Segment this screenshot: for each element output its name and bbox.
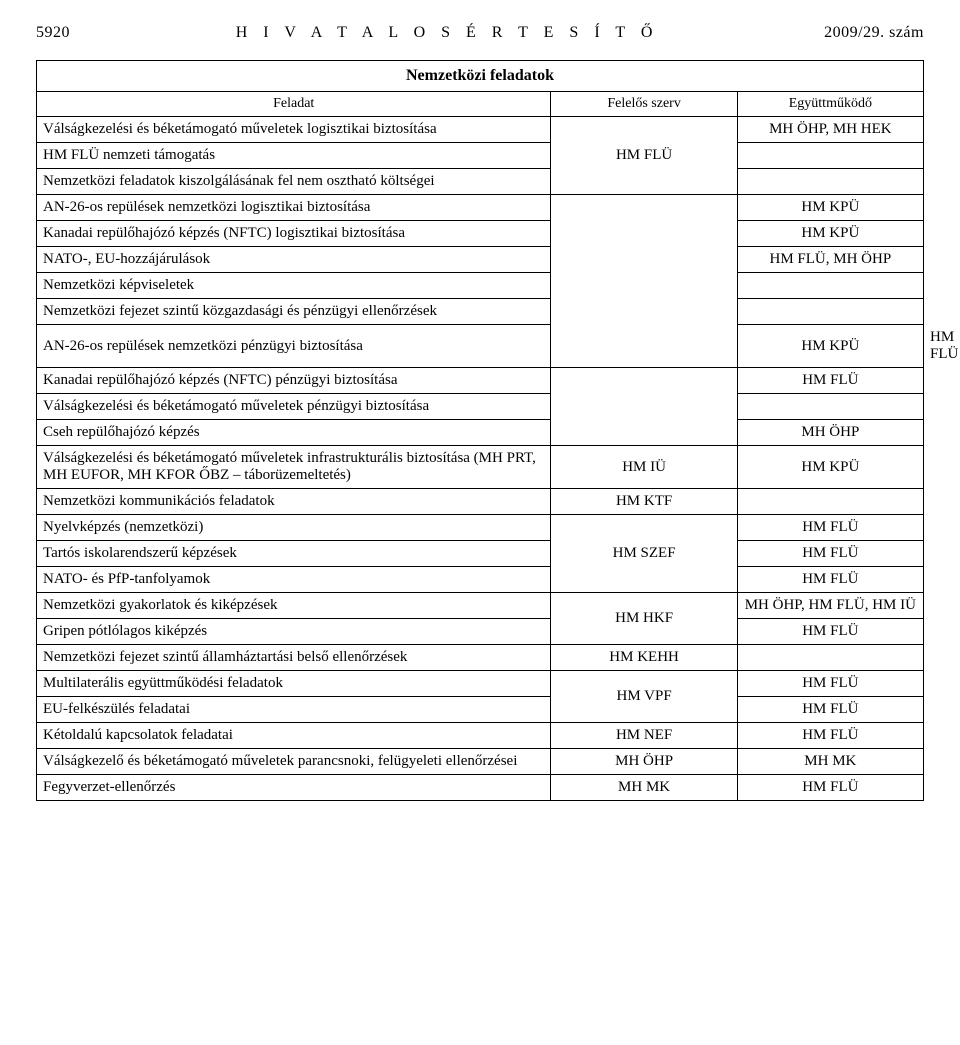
egyuttmukodo-cell	[737, 299, 923, 325]
table-row: Nemzetközi fejezet szintű közgazdasági é…	[37, 299, 924, 325]
felelos-cell: HM IÜ	[551, 446, 737, 489]
table-row: Válságkezelő és béketámogató műveletek p…	[37, 749, 924, 775]
egyuttmukodo-cell: HM FLÜ	[737, 671, 923, 697]
feladat-cell: Tartós iskolarendszerű képzések	[37, 541, 551, 567]
egyuttmukodo-cell: HM FLÜ	[737, 541, 923, 567]
feladat-cell: NATO-, EU-hozzájárulások	[37, 247, 551, 273]
egyuttmukodo-cell: MH ÖHP, MH HEK	[737, 117, 923, 143]
table-row: Multilaterális együttműködési feladatok H…	[37, 671, 924, 697]
table-row: Válságkezelési és béketámogató műveletek…	[37, 117, 924, 143]
table-row: Nemzetközi fejezet szintű államháztartás…	[37, 645, 924, 671]
table-row: NATO- és PfP-tanfolyamok HM FLÜ	[37, 567, 924, 593]
feladat-cell: Nemzetközi gyakorlatok és kiképzések	[37, 593, 551, 619]
table-row: Nemzetközi képviseletek	[37, 273, 924, 299]
felelos-cell: MH ÖHP	[551, 749, 737, 775]
table-row: Tartós iskolarendszerű képzések HM FLÜ	[37, 541, 924, 567]
feladat-cell: Nyelvképzés (nemzetközi)	[37, 515, 551, 541]
felelos-cell: HM VPF	[551, 671, 737, 723]
egyuttmukodo-cell: MH ÖHP	[737, 420, 923, 446]
egyuttmukodo-cell: HM FLÜ	[737, 515, 923, 541]
col-header-feladat: Feladat	[37, 92, 551, 117]
feladatok-table: Nemzetközi feladatok Feladat Felelős sze…	[36, 60, 924, 801]
issue-label: 2009/29. szám	[824, 24, 924, 42]
feladat-cell: Nemzetközi fejezet szintű közgazdasági é…	[37, 299, 551, 325]
feladat-cell: EU-felkészülés feladatai	[37, 697, 551, 723]
feladat-cell: Nemzetközi kommunikációs feladatok	[37, 489, 551, 515]
feladat-cell: Nemzetközi feladatok kiszolgálásának fel…	[37, 169, 551, 195]
table-row: Nyelvképzés (nemzetközi)HM SZEFHM FLÜ	[37, 515, 924, 541]
egyuttmukodo-cell	[737, 273, 923, 299]
table-row: Válságkezelési és béketámogató műveletek…	[37, 394, 924, 420]
egyuttmukodo-cell: HM FLÜ	[737, 567, 923, 593]
egyuttmukodo-cell: MH MK	[737, 749, 923, 775]
feladat-cell: Válságkezelő és béketámogató műveletek p…	[37, 749, 551, 775]
feladat-cell: AN-26-os repülések nemzetközi logisztika…	[37, 195, 551, 221]
feladat-cell: Kétoldalú kapcsolatok feladatai	[37, 723, 551, 749]
egyuttmukodo-cell	[737, 394, 923, 420]
feladat-cell: Fegyverzet-ellenőrzés	[37, 775, 551, 801]
page-number: 5920	[36, 24, 70, 42]
table-row: Gripen pótlólagos kiképzés HM FLÜ	[37, 619, 924, 645]
column-header-row: Feladat Felelős szerv Együttműködő	[37, 92, 924, 117]
felelos-cell: HM KPÜ	[737, 325, 923, 368]
table-row: Nemzetközi gyakorlatok és kiképzésekHM H…	[37, 593, 924, 619]
feladat-cell: Kanadai repülőhajózó képzés (NFTC) pénzü…	[37, 368, 551, 394]
feladat-cell: Gripen pótlólagos kiképzés	[37, 619, 551, 645]
feladat-cell: Multilaterális együttműködési feladatok	[37, 671, 551, 697]
egyuttmukodo-cell: HM FLÜ	[737, 368, 923, 394]
felelos-cell: HM NEF	[551, 723, 737, 749]
feladat-cell: HM FLÜ nemzeti támogatás	[37, 143, 551, 169]
table-row: Kanadai repülőhajózó képzés (NFTC) logis…	[37, 221, 924, 247]
felelos-cell: HM KTF	[551, 489, 737, 515]
egyuttmukodo-cell: HM FLÜ	[737, 723, 923, 749]
table-row: Kétoldalú kapcsolatok feladataiHM NEFHM …	[37, 723, 924, 749]
section-title: Nemzetközi feladatok	[37, 61, 924, 92]
table-row: AN-26-os repülések nemzetközi logisztika…	[37, 195, 924, 221]
felelos-cell: HM FLÜ	[551, 117, 737, 195]
page-header: 5920 H I V A T A L O S É R T E S Í T Ő 2…	[36, 24, 924, 42]
col-header-felelos: Felelős szerv	[551, 92, 737, 117]
feladat-cell: NATO- és PfP-tanfolyamok	[37, 567, 551, 593]
feladat-cell: Válságkezelési és béketámogató műveletek…	[37, 394, 551, 420]
table-row: Válságkezelési és béketámogató műveletek…	[37, 446, 924, 489]
feladat-cell: Nemzetközi fejezet szintű államháztartás…	[37, 645, 551, 671]
table-row: EU-felkészülés feladatai HM FLÜ	[37, 697, 924, 723]
feladat-cell: Válságkezelési és béketámogató műveletek…	[37, 117, 551, 143]
page-title: H I V A T A L O S É R T E S Í T Ő	[236, 24, 659, 42]
feladat-cell: AN-26-os repülések nemzetközi pénzügyi b…	[37, 325, 551, 368]
feladat-cell: Válságkezelési és béketámogató műveletek…	[37, 446, 551, 489]
table-row: Nemzetközi kommunikációs feladatokHM KTF	[37, 489, 924, 515]
egyuttmukodo-cell	[737, 143, 923, 169]
felelos-cell: HM SZEF	[551, 515, 737, 593]
feladat-cell: Nemzetközi képviseletek	[37, 273, 551, 299]
table-row: Fegyverzet-ellenőrzésMH MKHM FLÜ	[37, 775, 924, 801]
table-row: NATO-, EU-hozzájárulások HM FLÜ, MH ÖHP	[37, 247, 924, 273]
feladat-cell: Cseh repülőhajózó képzés	[37, 420, 551, 446]
egyuttmukodo-cell: HM FLÜ, MH ÖHP	[737, 247, 923, 273]
col-header-egyuttmukodo: Együttműködő	[737, 92, 923, 117]
table-row: Nemzetközi feladatok kiszolgálásának fel…	[37, 169, 924, 195]
felelos-cell: MH MK	[551, 775, 737, 801]
felelos-cell	[551, 195, 737, 368]
table-row: Cseh repülőhajózó képzés MH ÖHP	[37, 420, 924, 446]
egyuttmukodo-cell: HM KPÜ	[737, 446, 923, 489]
egyuttmukodo-cell: HM KPÜ	[737, 221, 923, 247]
egyuttmukodo-cell	[737, 489, 923, 515]
egyuttmukodo-cell: HM FLÜ	[737, 619, 923, 645]
egyuttmukodo-cell: MH ÖHP, HM FLÜ, HM IÜ	[737, 593, 923, 619]
egyuttmukodo-cell: HM KPÜ	[737, 195, 923, 221]
felelos-cell: HM KEHH	[551, 645, 737, 671]
egyuttmukodo-cell: HM FLÜ	[737, 775, 923, 801]
felelos-cell	[551, 368, 737, 446]
table-row: Kanadai repülőhajózó képzés (NFTC) pénzü…	[37, 368, 924, 394]
table-row: AN-26-os repülések nemzetközi pénzügyi b…	[37, 325, 924, 368]
feladat-cell: Kanadai repülőhajózó képzés (NFTC) logis…	[37, 221, 551, 247]
table-row: HM FLÜ nemzeti támogatás	[37, 143, 924, 169]
egyuttmukodo-cell	[737, 169, 923, 195]
egyuttmukodo-cell: HM FLÜ	[737, 697, 923, 723]
egyuttmukodo-cell	[737, 645, 923, 671]
felelos-cell: HM HKF	[551, 593, 737, 645]
